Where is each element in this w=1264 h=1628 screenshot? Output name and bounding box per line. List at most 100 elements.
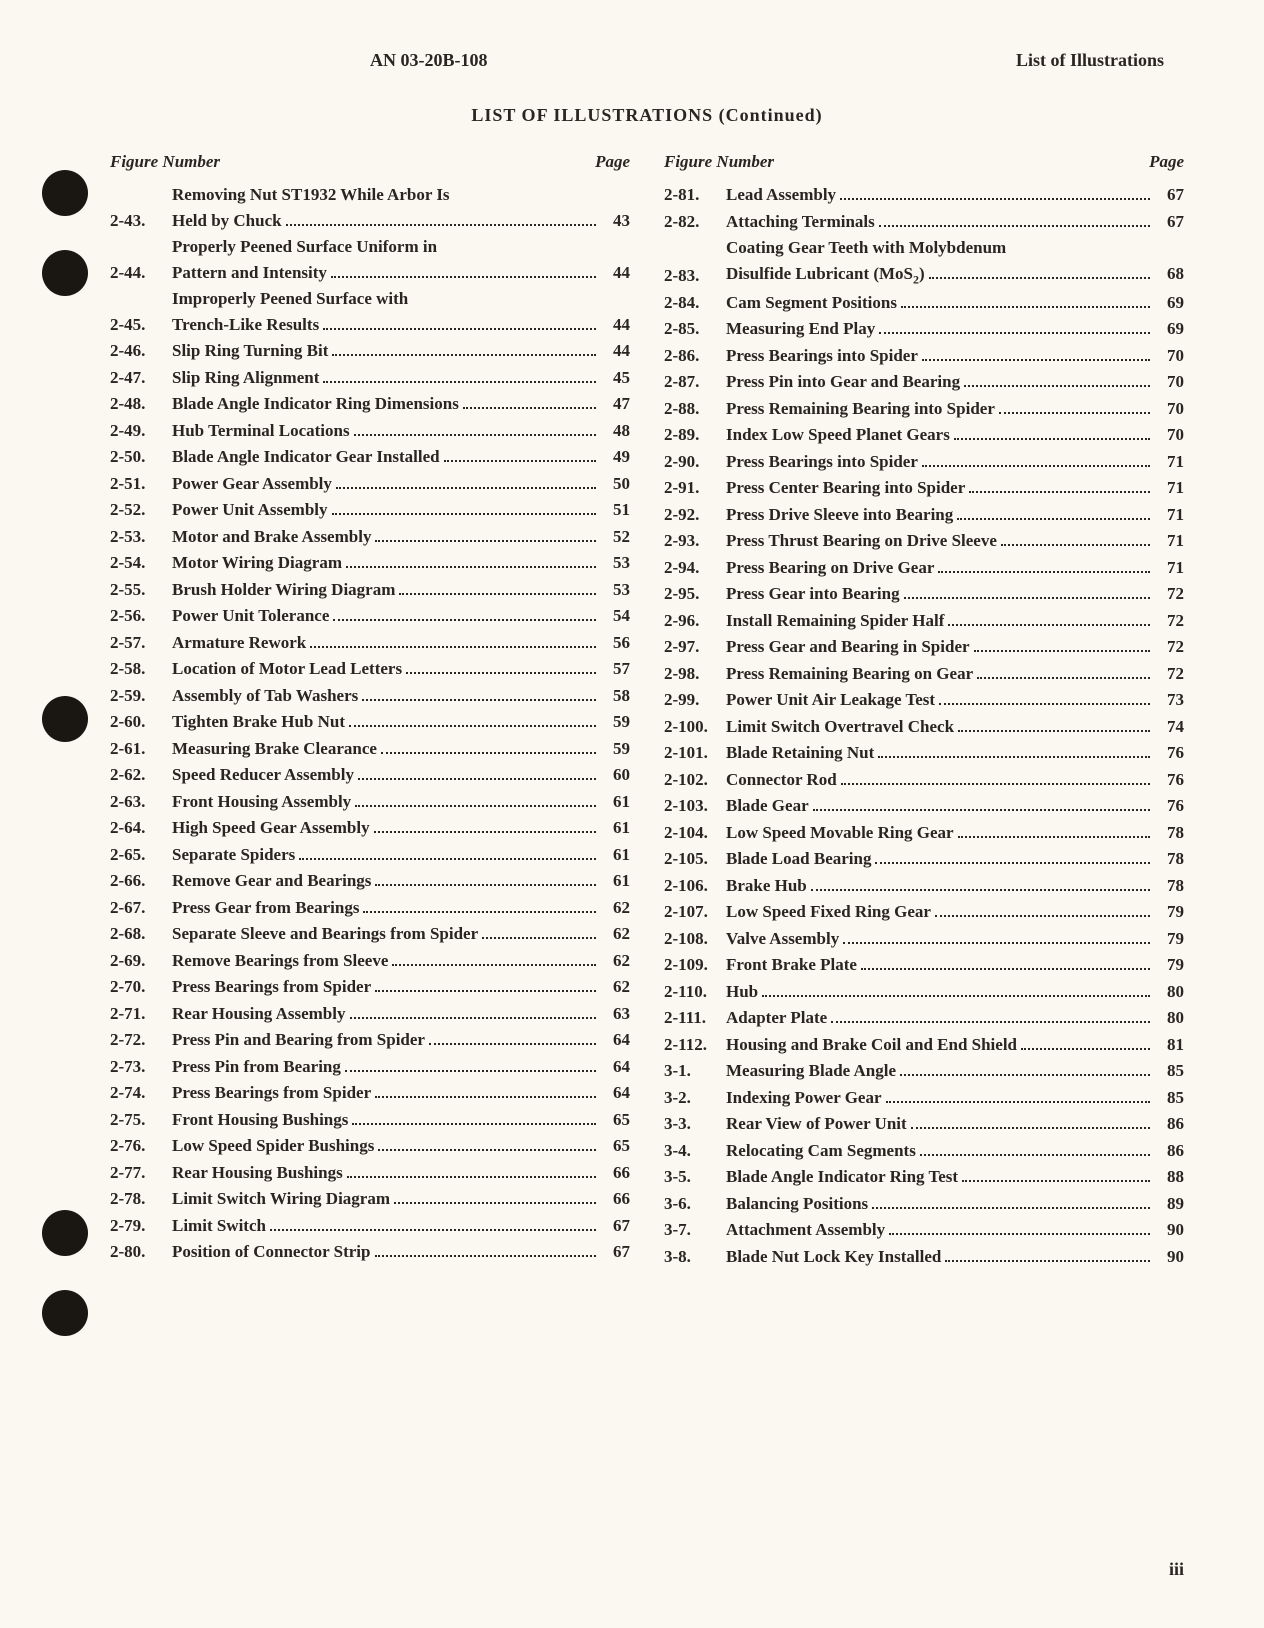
leader-dots: [879, 224, 1150, 227]
figure-title: Motor Wiring Diagram53: [172, 550, 630, 576]
illustration-entry: 2-75.Front Housing Bushings65: [110, 1107, 630, 1133]
illustration-entry: 2-87.Press Pin into Gear and Bearing70: [664, 369, 1184, 395]
figure-title-text: Disulfide Lubricant (MoS2): [726, 261, 925, 289]
figure-title: Rear View of Power Unit86: [726, 1111, 1184, 1137]
figure-title: Rear Housing Assembly63: [172, 1001, 630, 1027]
figure-page: 58: [600, 683, 630, 709]
figure-page: 86: [1154, 1138, 1184, 1164]
leader-dots: [901, 305, 1150, 308]
figure-page: 67: [1154, 182, 1184, 208]
figure-title-text: Brush Holder Wiring Diagram: [172, 577, 395, 603]
illustration-entry: 2-68.Separate Sleeve and Bearings from S…: [110, 921, 630, 947]
figure-title: Cam Segment Positions69: [726, 290, 1184, 316]
figure-title-text: Blade Load Bearing: [726, 846, 871, 872]
figure-page: 50: [600, 471, 630, 497]
figure-title-text: Blade Nut Lock Key Installed: [726, 1244, 941, 1270]
figure-page: 70: [1154, 396, 1184, 422]
figure-number: 3-5.: [664, 1164, 726, 1190]
figure-number: 2-98.: [664, 661, 726, 687]
page-number: iii: [1169, 1559, 1184, 1580]
leader-dots: [954, 437, 1150, 440]
figure-page: 86: [1154, 1111, 1184, 1137]
leader-dots: [299, 857, 596, 860]
figure-page: 72: [1154, 608, 1184, 634]
illustration-entry: 2-111.Adapter Plate80: [664, 1005, 1184, 1031]
leader-dots: [811, 888, 1150, 891]
right-entries: 2-81.Lead Assembly672-82.Attaching Termi…: [664, 182, 1184, 1269]
figure-title: Press Bearings into Spider71: [726, 449, 1184, 475]
figure-page: 64: [600, 1080, 630, 1106]
figure-title: Press Bearing on Drive Gear71: [726, 555, 1184, 581]
figure-title: Housing and Brake Coil and End Shield81: [726, 1032, 1184, 1058]
figure-number: 3-2.: [664, 1085, 726, 1111]
figure-page: 90: [1154, 1244, 1184, 1270]
figure-title-text: Low Speed Fixed Ring Gear: [726, 899, 931, 925]
figure-page: 66: [600, 1160, 630, 1186]
figure-title-text: Adapter Plate: [726, 1005, 827, 1031]
illustration-entry: 2-89.Index Low Speed Planet Gears70: [664, 422, 1184, 448]
figure-title-text: Limit Switch: [172, 1213, 266, 1239]
figure-number: 2-108.: [664, 926, 726, 952]
illustration-entry: 2-50.Blade Angle Indicator Gear Installe…: [110, 444, 630, 470]
leader-dots: [974, 649, 1150, 652]
figure-title: Press Gear into Bearing72: [726, 581, 1184, 607]
figure-title: Install Remaining Spider Half72: [726, 608, 1184, 634]
page: AN 03-20B-108 List of Illustrations LIST…: [0, 0, 1264, 1628]
leader-dots: [957, 517, 1150, 520]
figure-title-text: Armature Rework: [172, 630, 306, 656]
figure-title-text: Press Pin and Bearing from Spider: [172, 1027, 425, 1053]
illustration-entry: 2-103.Blade Gear76: [664, 793, 1184, 819]
figure-title: Press Gear and Bearing in Spider72: [726, 634, 1184, 660]
figure-number: 2-109.: [664, 952, 726, 978]
figure-title-text: Press Bearings into Spider: [726, 343, 918, 369]
columns: Figure Number Page 2-43.Removing Nut ST1…: [110, 152, 1184, 1270]
illustration-entry: 2-48.Blade Angle Indicator Ring Dimensio…: [110, 391, 630, 417]
col-header-fig: Figure Number: [110, 152, 220, 172]
column-header: Figure Number Page: [110, 152, 630, 172]
right-column: Figure Number Page 2-81.Lead Assembly672…: [664, 152, 1184, 1270]
figure-number: 3-1.: [664, 1058, 726, 1084]
figure-title: Attaching Terminals67: [726, 209, 1184, 235]
figure-number: 2-84.: [664, 290, 726, 316]
leader-dots: [969, 490, 1150, 493]
figure-page: 62: [600, 974, 630, 1000]
figure-number: 2-51.: [110, 471, 172, 497]
figure-title: Low Speed Movable Ring Gear78: [726, 820, 1184, 846]
figure-page: 72: [1154, 661, 1184, 687]
illustration-entry: 3-5.Blade Angle Indicator Ring Test88: [664, 1164, 1184, 1190]
figure-number: 3-7.: [664, 1217, 726, 1243]
leader-dots: [345, 1069, 596, 1072]
figure-page: 67: [600, 1239, 630, 1265]
illustration-entry: 3-6.Balancing Positions89: [664, 1191, 1184, 1217]
figure-title: Hub Terminal Locations48: [172, 418, 630, 444]
figure-page: 54: [600, 603, 630, 629]
figure-page: 44: [600, 260, 630, 286]
figure-number: 2-74.: [110, 1080, 172, 1106]
illustration-entry: 2-59.Assembly of Tab Washers58: [110, 683, 630, 709]
figure-number: 2-111.: [664, 1005, 726, 1031]
illustration-entry: 2-71.Rear Housing Assembly63: [110, 1001, 630, 1027]
figure-page: 80: [1154, 979, 1184, 1005]
figure-number: 2-52.: [110, 497, 172, 523]
illustration-entry: 2-78.Limit Switch Wiring Diagram66: [110, 1186, 630, 1212]
figure-page: 61: [600, 842, 630, 868]
illustration-entry: 2-73.Press Pin from Bearing64: [110, 1054, 630, 1080]
illustration-entry: 2-108.Valve Assembly79: [664, 926, 1184, 952]
figure-page: 51: [600, 497, 630, 523]
illustration-entry: 3-4.Relocating Cam Segments86: [664, 1138, 1184, 1164]
figure-title-text: Rear Housing Bushings: [172, 1160, 343, 1186]
figure-page: 70: [1154, 343, 1184, 369]
figure-number: 2-53.: [110, 524, 172, 550]
figure-title: Location of Motor Lead Letters57: [172, 656, 630, 682]
figure-page: 90: [1154, 1217, 1184, 1243]
figure-title-text: Power Unit Air Leakage Test: [726, 687, 935, 713]
figure-title: Indexing Power Gear85: [726, 1085, 1184, 1111]
illustration-entry: 2-61.Measuring Brake Clearance59: [110, 736, 630, 762]
figure-page: 79: [1154, 899, 1184, 925]
illustration-entry: 2-83.Coating Gear Teeth with MolybdenumD…: [664, 235, 1184, 289]
illustration-entry: 2-88.Press Remaining Bearing into Spider…: [664, 396, 1184, 422]
illustration-entry: 2-72.Press Pin and Bearing from Spider64: [110, 1027, 630, 1053]
figure-page: 52: [600, 524, 630, 550]
leader-dots: [962, 1179, 1150, 1182]
figure-title-text: Remove Gear and Bearings: [172, 868, 371, 894]
